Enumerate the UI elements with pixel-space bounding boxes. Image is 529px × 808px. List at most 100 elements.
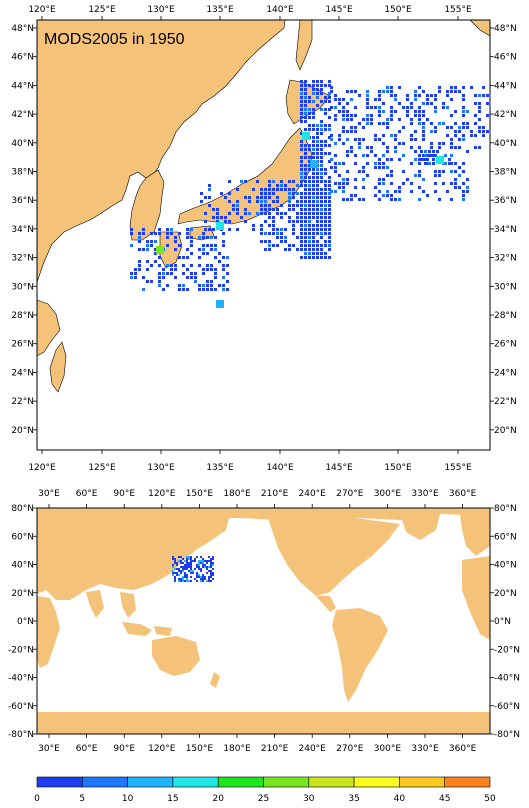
data-cell [320,248,323,251]
data-cell [328,184,331,187]
data-cell [304,216,307,219]
data-cell [196,564,198,566]
data-cell [354,162,357,165]
data-cell [320,168,323,171]
data-cell [300,168,303,171]
data-cell [414,138,417,141]
data-cell [244,220,247,223]
data-cell [462,110,465,113]
data-cell [214,248,217,251]
data-cell [210,280,213,283]
bottom-lon-label-bottom: 210°E [261,744,289,754]
data-cell [212,564,214,566]
top-map-ticks: 120°E 120°E 125°E 125°E 130°E 130°E 135°E 135°E… [11,5,516,473]
data-cell [378,162,381,165]
data-cell [406,110,409,113]
data-cell [202,236,205,239]
data-cell [178,578,180,580]
data-cell [346,170,349,173]
data-cell [342,106,345,109]
data-cell [414,90,417,93]
data-cell [390,94,393,97]
data-cell [386,122,389,125]
data-cell [296,192,299,195]
data-cell [462,106,465,109]
data-cell [312,236,315,239]
data-cell [350,98,353,101]
data-cell [188,558,190,560]
colorbar-label: 5 [79,794,85,804]
data-cell [178,256,181,259]
data-cell [190,562,192,564]
data-cell [304,240,307,243]
data-cell [308,112,311,115]
data-cell [316,232,319,235]
data-cell [202,248,205,251]
data-cell [186,574,188,576]
data-cell [426,194,429,197]
data-cell [142,276,145,279]
data-cell [208,570,210,572]
data-cell [210,264,213,267]
data-cell [196,572,198,574]
data-cell [138,236,141,239]
data-cell [312,88,315,91]
data-cell [450,162,453,165]
data-cell [276,200,279,203]
data-cell [478,106,481,109]
bottom-lat-label-right: 60°N [494,532,517,542]
bottom-lon-label-bottom: 180°E [223,744,251,754]
top-lon-label-bottom: 125°E [88,463,116,473]
data-cell [342,130,345,133]
data-cell [312,108,315,111]
data-cell [304,80,307,83]
data-cell [192,572,194,574]
data-cell [202,564,204,566]
data-cell [312,176,315,179]
data-cell [296,248,299,251]
data-cell [186,228,189,231]
top-lat-label-left: 48°N [11,24,34,34]
data-cell [474,122,477,125]
data-cell [320,176,323,179]
data-cell [320,164,323,167]
data-cell [260,232,263,235]
data-cell [398,198,401,201]
data-cell [320,236,323,239]
data-cell [244,196,247,199]
data-cell [202,560,204,562]
data-cell [184,560,186,562]
data-cell [276,212,279,215]
data-cell [222,288,225,291]
data-cell [312,124,315,127]
top-map-title: MODS2005 in 1950 [44,31,185,48]
data-cell [300,176,303,179]
data-cell [378,182,381,185]
top-lat-label-right: 42°N [494,110,517,120]
data-cell [210,570,212,572]
data-cell [308,228,311,231]
data-cell [172,570,174,572]
data-cell [292,180,295,183]
data-cell [426,158,429,161]
data-cell [174,248,177,251]
data-cell [158,228,161,231]
data-cell [346,130,349,133]
data-cell [186,578,188,580]
data-cell [236,228,239,231]
data-cell [324,188,327,191]
data-cell [190,264,193,267]
data-cell [418,114,421,117]
data-cell [324,232,327,235]
data-cell [222,240,225,243]
data-cell [300,244,303,247]
data-cell [434,174,437,177]
data-cell [462,182,465,185]
data-cell [180,572,182,574]
colorbar-label: 40 [394,794,406,804]
data-cell [304,148,307,151]
data-cell [462,198,465,201]
data-cell [202,272,205,275]
data-cell [154,248,157,251]
data-cell [224,196,227,199]
